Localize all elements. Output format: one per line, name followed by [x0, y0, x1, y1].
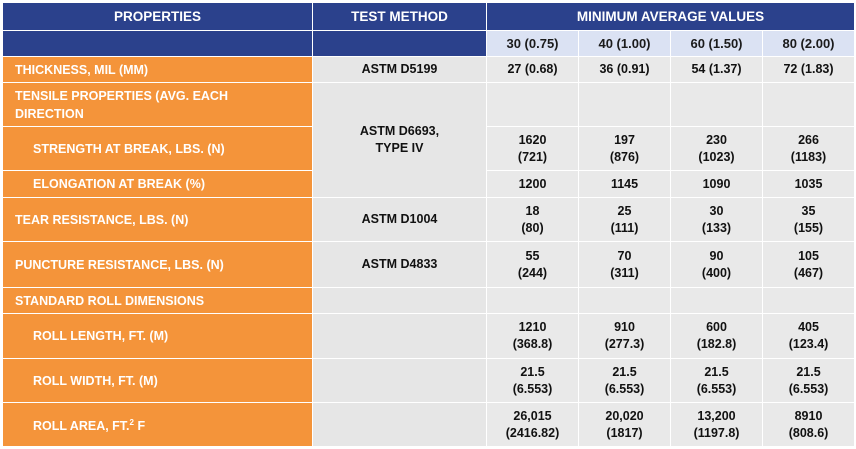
value-cell: 105 (467)	[761, 241, 856, 288]
value-cell: 21.5 (6.553)	[761, 358, 856, 403]
test-method-header: TEST METHOD	[312, 2, 487, 31]
empty-cell	[761, 287, 856, 314]
value-cell: 8910 (808.6)	[761, 402, 856, 447]
property-label: TENSILE PROPERTIES (AVG. EACH DIRECTION	[2, 82, 313, 127]
empty-cell	[486, 82, 579, 127]
minimum-average-values-header: MINIMUM AVERAGE VALUES	[485, 2, 856, 31]
empty-cell	[578, 82, 671, 127]
value-cell: 70 (311)	[578, 241, 671, 288]
value-cell: 600 (182.8)	[670, 313, 763, 359]
subheader-blank-cell	[312, 30, 487, 57]
property-label: ROLL WIDTH, FT. (M)	[2, 358, 313, 403]
property-label: ELONGATION AT BREAK (%)	[2, 170, 313, 198]
property-label-line: TENSILE PROPERTIES (AVG. EACH	[15, 88, 228, 103]
property-label: ROLL AREA, FT.2 F	[2, 402, 313, 447]
value-cell: 1620 (721)	[486, 126, 579, 171]
thickness-column-header: 30 (0.75)	[486, 30, 579, 57]
test-method-cell: ASTM D5199	[312, 56, 487, 83]
value-cell: 910 (277.3)	[578, 313, 671, 359]
value-cell: 1145	[578, 170, 671, 198]
test-method-cell: ASTM D4833	[312, 241, 487, 288]
value-cell: 21.5 (6.553)	[670, 358, 763, 403]
property-label: PUNCTURE RESISTANCE, LBS. (N)	[2, 241, 313, 288]
value-cell: 230 (1023)	[670, 126, 763, 171]
empty-cell	[312, 313, 487, 359]
test-method-line: TYPE IV	[375, 141, 424, 155]
value-cell: 1035	[761, 170, 856, 198]
test-method-cell: ASTM D1004	[312, 197, 487, 242]
value-cell: 197 (876)	[578, 126, 671, 171]
value-cell: 35 (155)	[761, 197, 856, 242]
header-row: PROPERTIES TEST METHOD MINIMUM AVERAGE V…	[2, 2, 856, 31]
empty-cell	[578, 287, 671, 314]
empty-cell	[761, 82, 856, 127]
test-method-line: ASTM D6693,	[359, 124, 440, 138]
thickness-columns-row: 30 (0.75) 40 (1.00) 60 (1.50) 80 (2.00)	[2, 30, 856, 57]
thickness-column-header: 60 (1.50)	[670, 30, 763, 57]
empty-cell	[670, 82, 763, 127]
empty-cell	[312, 402, 487, 447]
table-row: TENSILE PROPERTIES (AVG. EACH DIRECTION …	[2, 82, 856, 198]
property-label: STANDARD ROLL DIMENSIONS	[2, 287, 313, 314]
empty-cell	[486, 287, 579, 314]
value-cell: 20,020 (1817)	[578, 402, 671, 447]
value-cell: 1210 (368.8)	[486, 313, 579, 359]
value-cell: 266 (1183)	[761, 126, 856, 171]
test-method-cell: ASTM D6693, TYPE IV	[312, 82, 487, 198]
value-cell: 21.5 (6.553)	[578, 358, 671, 403]
value-cell: 27 (0.68)	[486, 56, 579, 83]
table-row: ROLL AREA, FT.2 F 26,015 (2416.82) 20,020…	[2, 402, 856, 447]
value-cell: 1200	[486, 170, 579, 198]
value-cell: 1090	[670, 170, 763, 198]
property-label-line: DIRECTION	[15, 106, 84, 121]
table-row: ROLL LENGTH, FT. (M) 1210 (368.8) 910 (277…	[2, 313, 856, 359]
value-cell: 54 (1.37)	[670, 56, 763, 83]
subheader-blank-cell	[2, 30, 313, 57]
value-cell: 36 (0.91)	[578, 56, 671, 83]
property-label: THICKNESS, MIL (MM)	[2, 56, 313, 83]
table-row: ELONGATION AT BREAK (%) 1200 1145 1090 1…	[2, 170, 856, 198]
empty-cell	[670, 287, 763, 314]
table-row: THICKNESS, MIL (MM) ASTM D5199 27 (0.68)…	[2, 56, 856, 83]
value-cell: 26,015 (2416.82)	[486, 402, 579, 447]
empty-cell	[312, 358, 487, 403]
empty-cell	[312, 287, 487, 314]
table-row: PUNCTURE RESISTANCE, LBS. (N) ASTM D4833…	[2, 241, 856, 288]
value-cell: 55 (244)	[486, 241, 579, 288]
value-cell: 21.5 (6.553)	[486, 358, 579, 403]
value-cell: 90 (400)	[670, 241, 763, 288]
table-row: STRENGTH AT BREAK, LBS. (N) 1620 (721) 19…	[2, 126, 856, 171]
thickness-column-header: 40 (1.00)	[578, 30, 671, 57]
table-row: ROLL WIDTH, FT. (M) 21.5 (6.553) 21.5 (6.5…	[2, 358, 856, 403]
property-label: TEAR RESISTANCE, LBS. (N)	[2, 197, 313, 242]
table-row: TEAR RESISTANCE, LBS. (N) ASTM D1004 18(…	[2, 197, 856, 242]
thickness-column-header: 80 (2.00)	[761, 30, 856, 57]
value-cell: 72 (1.83)	[761, 56, 856, 83]
value-cell: 18 (80)	[486, 197, 579, 242]
value-cell: 405 (123.4)	[761, 313, 856, 359]
table-row: STANDARD ROLL DIMENSIONS	[2, 287, 856, 314]
value-cell: 25 (111)	[578, 197, 671, 242]
value-cell: 30 (133)	[670, 197, 763, 242]
property-label: STRENGTH AT BREAK, LBS. (N)	[2, 126, 313, 171]
properties-header: PROPERTIES	[2, 2, 313, 31]
value-cell: 13,200 (1197.8)	[670, 402, 763, 447]
property-label: ROLL LENGTH, FT. (M)	[2, 313, 313, 359]
